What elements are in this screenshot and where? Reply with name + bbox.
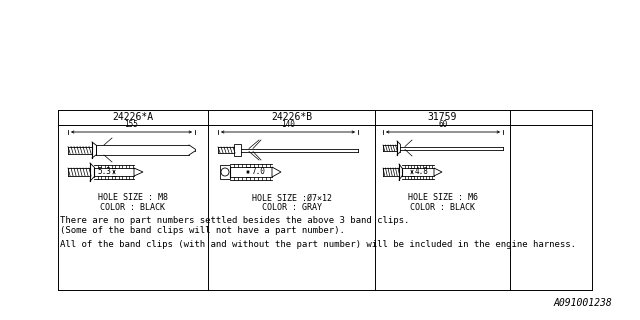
Text: (Some of the band clips will not have a part number).: (Some of the band clips will not have a …: [60, 226, 345, 235]
Text: COLOR : GRAY: COLOR : GRAY: [262, 203, 321, 212]
Text: A091001238: A091001238: [553, 298, 612, 308]
Text: HOLE SIZE :Ø7×12: HOLE SIZE :Ø7×12: [252, 194, 332, 203]
Text: 31759: 31759: [428, 113, 457, 123]
Text: HOLE SIZE : M8: HOLE SIZE : M8: [98, 194, 168, 203]
Text: All of the band clips (with and without the part number) will be included in the: All of the band clips (with and without …: [60, 240, 576, 249]
Bar: [234, 144, 241, 156]
Text: 5.3: 5.3: [97, 167, 111, 177]
Text: COLOR : BLACK: COLOR : BLACK: [100, 203, 166, 212]
Text: 7.0: 7.0: [251, 167, 265, 177]
Bar: [220, 165, 230, 179]
Text: There are no part numbers settled besides the above 3 band clips.: There are no part numbers settled beside…: [60, 216, 410, 225]
Text: 60: 60: [438, 120, 447, 129]
Text: 24226*B: 24226*B: [271, 113, 312, 123]
Text: COLOR : BLACK: COLOR : BLACK: [410, 203, 475, 212]
Text: 155: 155: [125, 120, 138, 129]
Text: 140: 140: [281, 120, 295, 129]
Text: 24226*A: 24226*A: [113, 113, 154, 123]
Text: 4.8: 4.8: [415, 167, 429, 177]
Text: HOLE SIZE : M6: HOLE SIZE : M6: [408, 194, 477, 203]
